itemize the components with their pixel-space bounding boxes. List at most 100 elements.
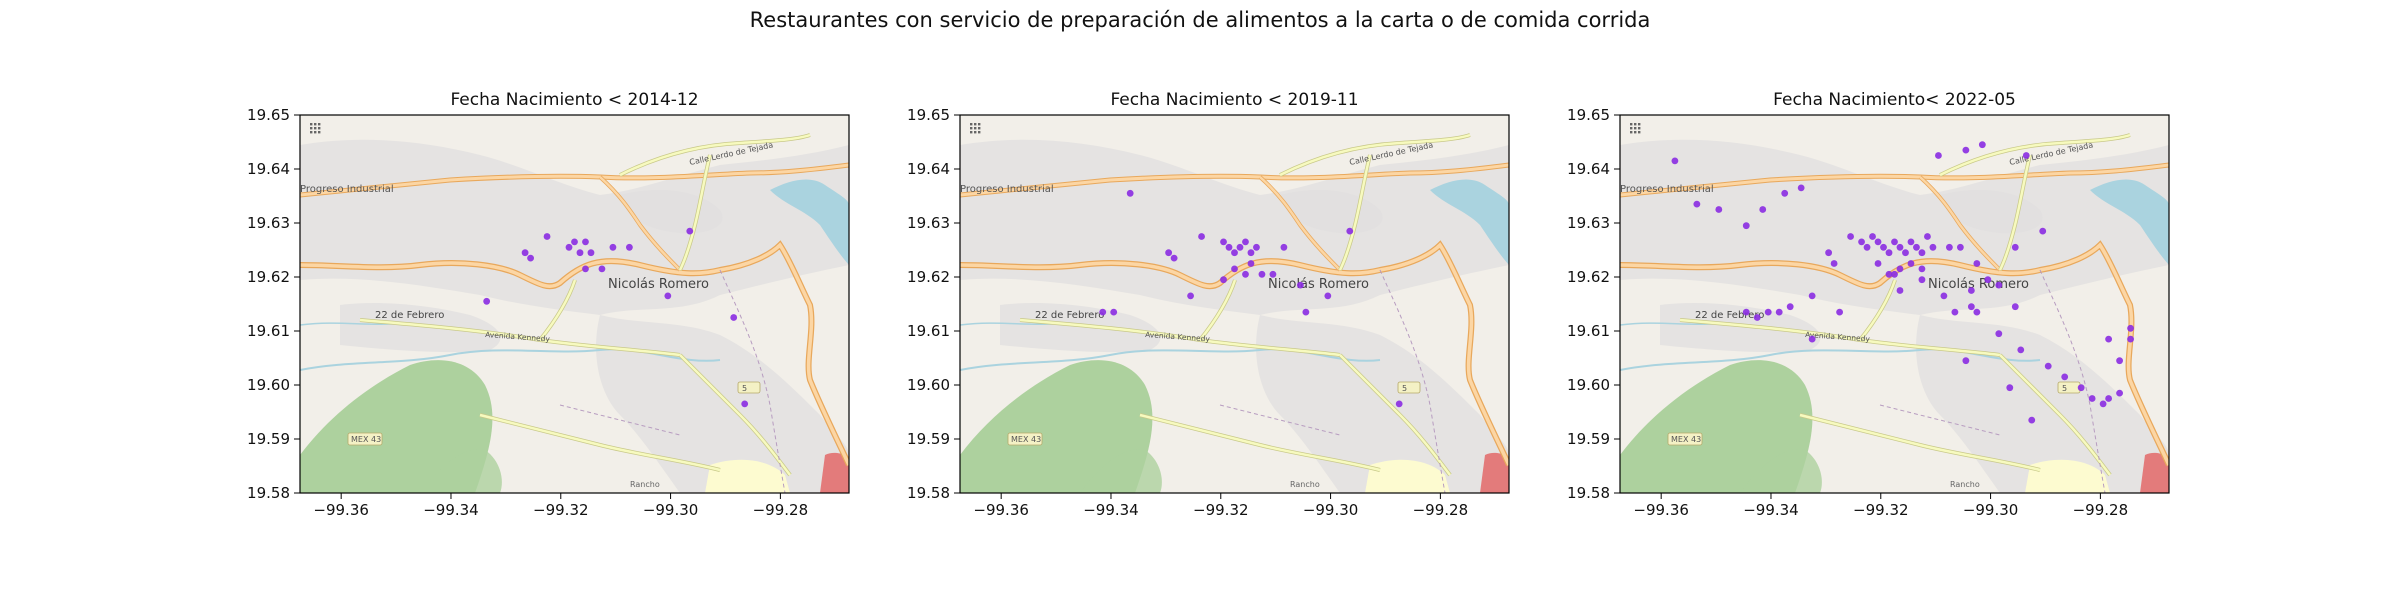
secondary-road: [1199, 279, 1237, 341]
secondary-road: [359, 318, 681, 357]
data-point: [2039, 227, 2047, 235]
water-body: [2090, 179, 2169, 265]
data-point: [2127, 335, 2134, 343]
data-point: [1858, 238, 1865, 246]
data-point: [598, 265, 606, 273]
map-label-town: Nicolás Romero: [1928, 277, 2029, 292]
y-tick-label: 19.62: [907, 268, 950, 286]
y-tick-label: 19.58: [907, 484, 950, 502]
grid-icon-dot: [314, 131, 317, 134]
urban-area: [1000, 303, 1161, 353]
axes-frame: [1619, 114, 2170, 494]
data-point: [1671, 157, 1679, 165]
data-point: [1258, 270, 1266, 278]
grid-icon-dot: [318, 127, 321, 130]
data-point: [1797, 184, 1805, 192]
data-point: [2088, 395, 2096, 402]
data-point: [1918, 265, 1926, 273]
data-point: [2077, 384, 2085, 392]
grid-icon-dot: [314, 127, 317, 130]
y-tick-label: 19.63: [1567, 214, 1610, 232]
data-point: [2116, 389, 2123, 397]
figure-suptitle: Restaurantes con servicio de preparación…: [749, 8, 1651, 32]
data-point: [1302, 308, 1310, 316]
park-area: [420, 449, 502, 493]
y-tick-label: 19.61: [907, 322, 950, 340]
data-point: [2017, 346, 2025, 354]
secondary-road: [1859, 279, 1897, 341]
boundary: [1379, 269, 1446, 493]
data-point: [730, 314, 738, 321]
secondary-road: [1679, 318, 2001, 357]
y-tick-label: 19.63: [247, 214, 290, 232]
data-point: [1995, 281, 2003, 289]
data-point: [664, 292, 672, 300]
map-label-progreso: Progreso Industrial: [960, 184, 1054, 195]
data-point: [1962, 146, 1970, 154]
secondary-road: [1279, 133, 1471, 177]
map-label-rancho: Rancho: [1950, 480, 1980, 489]
data-point: [1869, 233, 1876, 240]
data-point: [2028, 416, 2036, 424]
highway: [1620, 163, 2169, 197]
data-point: [1231, 249, 1238, 257]
data-point: [1885, 270, 1893, 278]
data-point: [1742, 222, 1750, 230]
data-point: [1885, 249, 1893, 257]
data-point: [587, 249, 595, 257]
x-tick-label: −99.28: [1413, 501, 1469, 519]
data-point: [1775, 308, 1783, 316]
grid-icon-dot: [978, 131, 981, 134]
data-point: [1742, 308, 1750, 316]
map-label-mex43: MEX 43: [1011, 435, 1041, 444]
shield-mex43: [1667, 432, 1703, 446]
zone: [2025, 459, 2110, 493]
data-point: [483, 297, 491, 305]
y-tick-label: 19.64: [907, 160, 950, 178]
y-tick-label: 19.58: [247, 484, 290, 502]
grid-icon-dot: [1638, 131, 1641, 134]
grid-icon-dot: [318, 123, 321, 126]
chart-svg: Fecha Nacimiento< 2022-05 Progreso Indust…: [1567, 90, 2170, 519]
water-body: [770, 179, 849, 265]
data-point: [1973, 260, 1981, 267]
urban-area: [596, 315, 849, 493]
data-point: [2006, 384, 2014, 392]
y-tick-label: 19.64: [1567, 160, 1610, 178]
data-point: [1220, 276, 1227, 284]
data-point: [1967, 303, 1975, 311]
park-area: [300, 360, 493, 493]
x-tick-label: −99.28: [753, 501, 809, 519]
map-label-progreso: Progreso Industrial: [1620, 184, 1714, 195]
secondary-road: [1998, 154, 2032, 271]
urban-area: [1256, 315, 1509, 493]
data-point: [1346, 227, 1354, 235]
secondary-road: [679, 354, 791, 476]
map-panel-3: Fecha Nacimiento< 2022-05 Progreso Indust…: [1550, 80, 2250, 540]
data-point: [1808, 292, 1816, 300]
grid-icon-dot: [318, 131, 321, 134]
y-tick-label: 19.62: [1567, 268, 1610, 286]
x-tick-label: −99.30: [1303, 501, 1359, 519]
secondary-road: [479, 413, 721, 472]
shield-mex43: [347, 432, 383, 446]
map-label-mex43: MEX 43: [351, 435, 381, 444]
map-label-town: Nicolás Romero: [608, 277, 709, 292]
data-point: [1896, 243, 1904, 251]
data-point: [1913, 243, 1920, 251]
data-point: [686, 227, 694, 235]
data-point: [1907, 260, 1915, 267]
grid-icon-dot: [978, 127, 981, 130]
highway: [960, 163, 1509, 197]
data-point: [1984, 276, 1992, 284]
park-area: [960, 360, 1153, 493]
data-point: [1907, 238, 1915, 246]
data-point: [1847, 233, 1854, 240]
chart-title: Fecha Nacimiento < 2014-12: [450, 90, 698, 110]
grid-icon-dot: [1638, 123, 1641, 126]
data-point: [2127, 324, 2134, 332]
data-point: [582, 238, 589, 246]
zone: [1480, 452, 1509, 493]
data-point: [1896, 265, 1904, 273]
x-tick-label: −99.34: [423, 501, 479, 519]
